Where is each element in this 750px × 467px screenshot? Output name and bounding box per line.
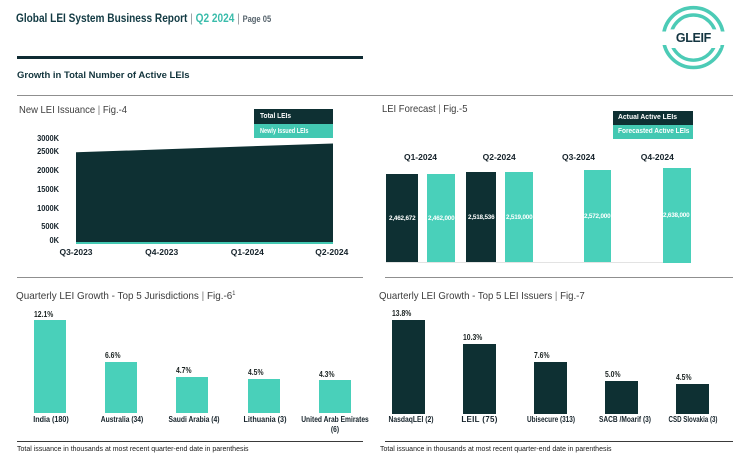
svg-text:GLEIF: GLEIF	[676, 31, 712, 45]
